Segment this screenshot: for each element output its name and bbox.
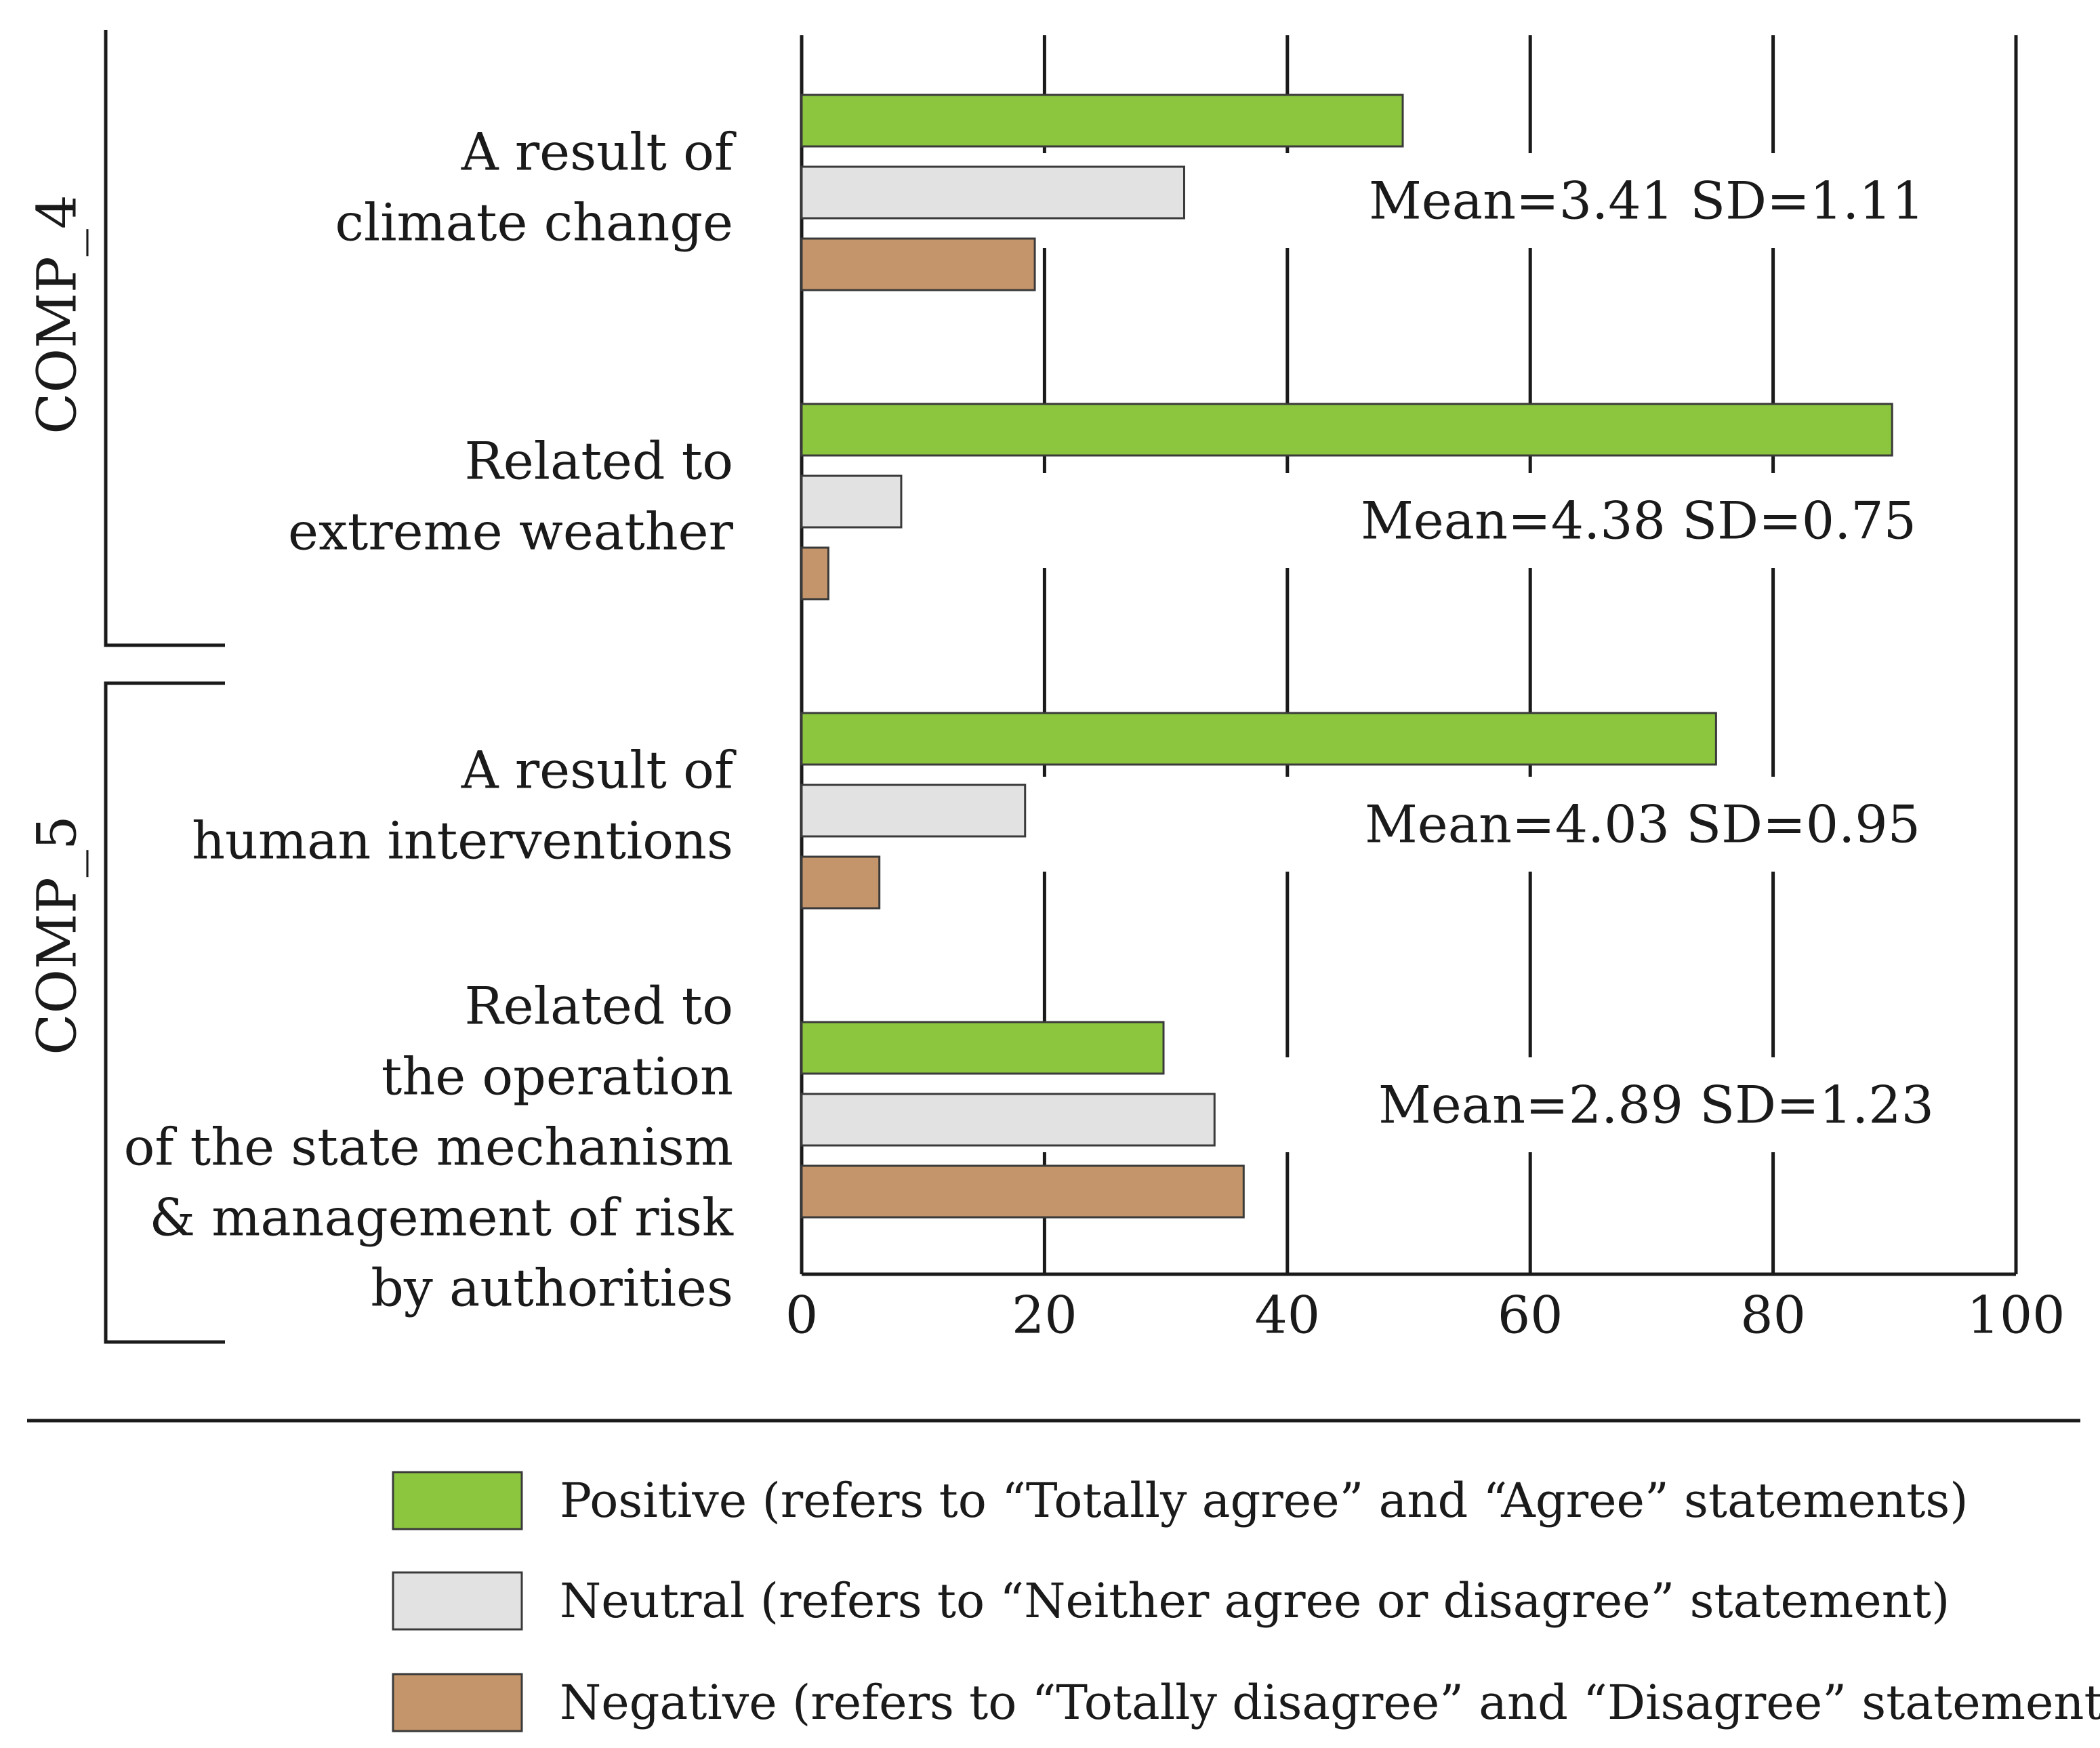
x-tick-label-100: 100 — [1967, 1285, 2065, 1345]
bar-positive-0 — [800, 94, 1404, 148]
bar-negative-0 — [800, 237, 1036, 291]
bar-neutral-1 — [800, 474, 903, 529]
group-label-1: COMP_5 — [26, 815, 89, 1055]
x-tick-label-20: 20 — [1012, 1285, 1077, 1345]
bar-positive-2 — [800, 712, 1717, 766]
stats-label-3: Mean=2.89 SD=1.23 — [1378, 1075, 1934, 1135]
category-label-1-line-1: extreme weather — [288, 502, 734, 562]
stats-label-2: Mean=4.03 SD=0.95 — [1365, 794, 1920, 855]
category-label-0-line-1: climate change — [335, 192, 733, 253]
legend-layer: Positive (refers to “Totally agree” and … — [27, 1419, 2100, 1732]
bar-positive-1 — [800, 403, 1893, 457]
bar-negative-1 — [800, 546, 829, 601]
category-label-3-line-1: the operation — [382, 1046, 733, 1107]
legend-swatch-positive — [392, 1471, 523, 1530]
stats-label-0: Mean=3.41 SD=1.11 — [1369, 171, 1924, 231]
stats-label-1: Mean=4.38 SD=0.75 — [1361, 491, 1916, 551]
legend-label-neutral: Neutral (refers to “Neither agree or dis… — [560, 1573, 1950, 1629]
bar-layer — [800, 94, 1893, 1219]
grid-layer — [800, 35, 2018, 1276]
category-label-0-line-0: A result of — [461, 122, 737, 182]
legend-label-positive: Positive (refers to “Totally agree” and … — [560, 1473, 1969, 1528]
legend-swatch-negative — [392, 1673, 523, 1732]
bar-negative-2 — [800, 855, 881, 910]
category-label-3-line-3: & management of risk — [150, 1187, 734, 1248]
x-tick-label-40: 40 — [1254, 1285, 1320, 1345]
category-label-1-line-0: Related to — [465, 431, 733, 491]
legend-label-negative: Negative (refers to “Totally disagree” a… — [560, 1675, 2100, 1730]
group-label-0: COMP_4 — [26, 195, 89, 434]
category-label-3-line-0: Related to — [465, 976, 733, 1036]
group-bracket-1 — [104, 681, 225, 1344]
category-label-2-line-1: human interventions — [192, 811, 733, 871]
stat-layer: Mean=3.41 SD=1.11 Mean=4.38 SD=0.75 Mean=4… — [1361, 171, 1934, 1135]
group-bracket-0 — [104, 30, 225, 647]
bar-negative-3 — [800, 1164, 1245, 1219]
tick-layer: 0 20 40 60 80 100 — [785, 1285, 2065, 1345]
category-label-2-line-0: A result of — [461, 740, 737, 800]
x-tick-label-0: 0 — [785, 1285, 818, 1345]
group-layer: COMP_4 COMP_5 — [26, 30, 225, 1344]
category-label-3-line-4: by authorities — [371, 1258, 733, 1318]
bar-neutral-2 — [800, 784, 1027, 838]
category-label-3-line-2: of the state mechanism — [124, 1117, 733, 1177]
bar-neutral-0 — [800, 165, 1185, 220]
legend-swatch-neutral — [392, 1571, 523, 1631]
label-layer: A result of climate change Related to extre… — [124, 122, 737, 1318]
bar-positive-3 — [800, 1021, 1165, 1075]
x-tick-label-80: 80 — [1740, 1285, 1806, 1345]
bar-neutral-3 — [800, 1093, 1216, 1147]
x-tick-label-60: 60 — [1498, 1285, 1563, 1345]
